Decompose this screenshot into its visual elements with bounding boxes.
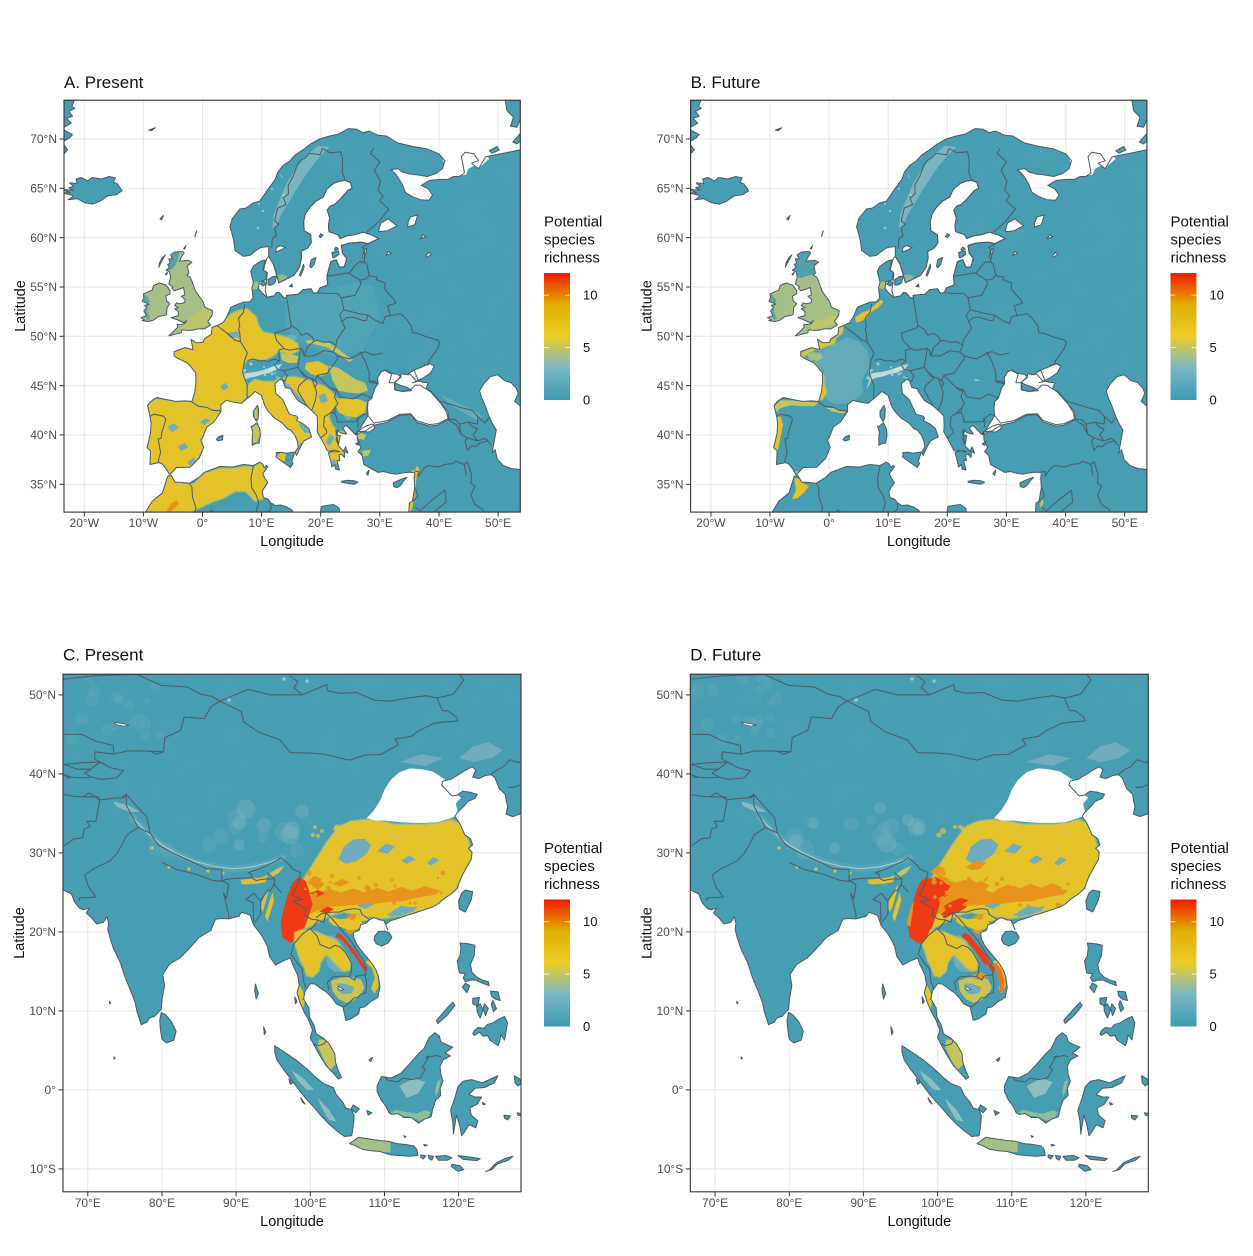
svg-text:0: 0 — [1210, 1019, 1217, 1034]
svg-text:35°N: 35°N — [30, 478, 57, 492]
svg-text:65°N: 65°N — [30, 182, 57, 196]
svg-text:40°N: 40°N — [30, 428, 57, 442]
svg-text:Potential: Potential — [544, 840, 602, 857]
svg-text:80°E: 80°E — [149, 1196, 175, 1210]
svg-text:10°N: 10°N — [29, 1004, 56, 1018]
svg-text:5: 5 — [583, 966, 590, 981]
svg-text:0°: 0° — [672, 1083, 684, 1097]
svg-text:10: 10 — [1210, 288, 1224, 303]
svg-text:20°N: 20°N — [656, 925, 683, 939]
svg-text:Latitude: Latitude — [12, 907, 28, 959]
svg-text:0°: 0° — [197, 516, 209, 530]
svg-text:45°N: 45°N — [657, 379, 684, 393]
svg-text:120°E: 120°E — [442, 1196, 475, 1210]
svg-text:30°N: 30°N — [656, 846, 683, 860]
svg-text:0: 0 — [583, 392, 590, 407]
svg-text:120°E: 120°E — [1069, 1196, 1102, 1210]
svg-text:species: species — [1171, 232, 1222, 249]
svg-text:100°E: 100°E — [294, 1196, 327, 1210]
svg-text:110°E: 110°E — [996, 1196, 1028, 1210]
svg-text:Latitude: Latitude — [13, 280, 29, 332]
svg-text:50°N: 50°N — [30, 330, 57, 344]
svg-text:richness: richness — [544, 250, 600, 267]
svg-text:richness: richness — [1171, 250, 1227, 267]
svg-text:5: 5 — [1210, 966, 1217, 981]
svg-text:10°E: 10°E — [875, 516, 901, 530]
svg-text:species: species — [544, 232, 595, 249]
svg-text:species: species — [544, 858, 595, 875]
svg-text:30°N: 30°N — [29, 846, 56, 860]
svg-text:D. Future: D. Future — [690, 646, 761, 665]
svg-text:40°E: 40°E — [1053, 516, 1079, 530]
svg-text:0°: 0° — [823, 516, 835, 530]
svg-text:Longitude: Longitude — [260, 534, 324, 550]
svg-text:20°E: 20°E — [934, 516, 960, 530]
svg-text:Potential: Potential — [1171, 214, 1229, 231]
svg-text:55°N: 55°N — [657, 280, 684, 294]
svg-text:richness: richness — [544, 876, 600, 893]
svg-text:50°N: 50°N — [657, 330, 684, 344]
svg-text:30°E: 30°E — [367, 516, 393, 530]
svg-text:10°S: 10°S — [657, 1162, 683, 1176]
svg-text:20°W: 20°W — [70, 516, 100, 530]
svg-text:40°N: 40°N — [656, 767, 683, 781]
svg-text:10°N: 10°N — [656, 1004, 683, 1018]
svg-text:40°N: 40°N — [657, 428, 684, 442]
svg-text:30°E: 30°E — [993, 516, 1019, 530]
svg-text:Potential: Potential — [544, 214, 602, 231]
svg-text:70°N: 70°N — [30, 132, 57, 146]
svg-text:Latitude: Latitude — [640, 280, 656, 332]
svg-text:Potential: Potential — [1171, 840, 1229, 857]
svg-text:80°E: 80°E — [776, 1196, 802, 1210]
svg-text:50°E: 50°E — [485, 516, 511, 530]
svg-text:65°N: 65°N — [657, 182, 684, 196]
svg-text:70°E: 70°E — [75, 1196, 101, 1210]
svg-text:5: 5 — [583, 340, 590, 355]
svg-text:10°W: 10°W — [755, 516, 785, 530]
svg-text:C. Present: C. Present — [63, 646, 144, 665]
svg-text:Longitude: Longitude — [887, 534, 951, 550]
svg-text:Longitude: Longitude — [260, 1214, 324, 1230]
svg-text:90°E: 90°E — [223, 1196, 249, 1210]
svg-text:60°N: 60°N — [30, 231, 57, 245]
svg-text:0: 0 — [583, 1019, 590, 1034]
svg-text:20°W: 20°W — [696, 516, 726, 530]
svg-text:70°N: 70°N — [657, 132, 684, 146]
svg-text:Latitude: Latitude — [639, 907, 655, 959]
svg-text:0: 0 — [1210, 392, 1217, 407]
svg-text:40°N: 40°N — [29, 767, 56, 781]
svg-text:35°N: 35°N — [657, 478, 684, 492]
svg-text:55°N: 55°N — [30, 280, 57, 294]
svg-text:20°E: 20°E — [308, 516, 334, 530]
svg-text:45°N: 45°N — [30, 379, 57, 393]
svg-text:5: 5 — [1210, 340, 1217, 355]
svg-text:40°E: 40°E — [426, 516, 452, 530]
svg-text:20°N: 20°N — [29, 925, 56, 939]
svg-text:10°S: 10°S — [30, 1162, 56, 1176]
svg-text:90°E: 90°E — [850, 1196, 876, 1210]
svg-text:10: 10 — [583, 914, 597, 929]
svg-text:60°N: 60°N — [657, 231, 684, 245]
svg-text:50°N: 50°N — [656, 688, 683, 702]
svg-text:100°E: 100°E — [921, 1196, 954, 1210]
svg-text:10°W: 10°W — [129, 516, 159, 530]
svg-text:0°: 0° — [45, 1083, 57, 1097]
svg-text:B. Future: B. Future — [691, 73, 761, 92]
svg-text:50°N: 50°N — [29, 688, 56, 702]
svg-text:10°E: 10°E — [249, 516, 275, 530]
svg-text:richness: richness — [1171, 876, 1227, 893]
svg-text:10: 10 — [583, 288, 597, 303]
svg-text:10: 10 — [1210, 914, 1224, 929]
svg-text:70°E: 70°E — [702, 1196, 728, 1210]
svg-text:50°E: 50°E — [1112, 516, 1138, 530]
svg-text:110°E: 110°E — [369, 1196, 401, 1210]
svg-text:species: species — [1171, 858, 1222, 875]
svg-text:A. Present: A. Present — [64, 73, 144, 92]
svg-text:Longitude: Longitude — [887, 1214, 951, 1230]
